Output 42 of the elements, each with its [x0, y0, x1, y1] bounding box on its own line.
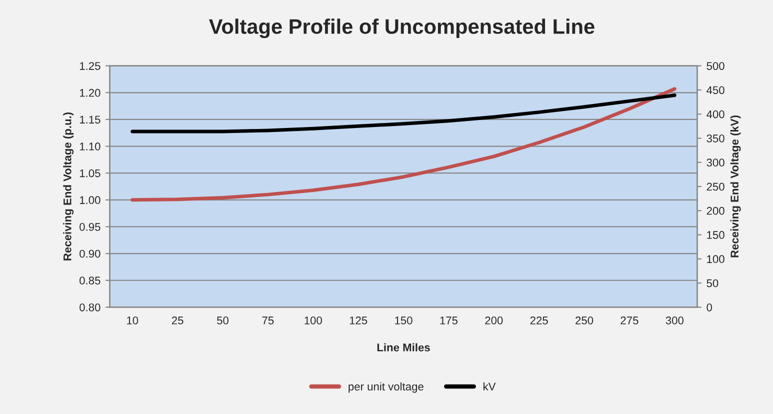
x-tick-label: 50	[217, 316, 228, 324]
y-tick-label: 0.85	[80, 276, 100, 285]
y-tick-label: 1.10	[80, 142, 100, 150]
x-tick-label: 250	[576, 316, 594, 324]
y-tick-label: 1.00	[80, 196, 100, 204]
y-tick-label: 1.15	[80, 116, 100, 124]
x-tick-label: 225	[530, 316, 548, 324]
y-tick-label: 0.80	[80, 303, 100, 312]
legend-label: per unit voltage	[348, 382, 424, 393]
x-tick-label: 150	[395, 316, 412, 324]
x-axis-title: Line Miles	[377, 343, 430, 352]
x-tick-label: 200	[485, 316, 503, 324]
line-series	[130, 94, 676, 134]
y-axis-title: Receiving End Voltage (p.u.)	[63, 112, 74, 260]
x-tick-label: 275	[620, 316, 638, 324]
x-tick-label: 175	[440, 316, 458, 324]
y-tick-label: 1.25	[80, 62, 100, 70]
y2-tick-label: 250	[706, 182, 724, 191]
y2-tick-label: 300	[706, 158, 724, 167]
y-tick-label: 0.90	[80, 250, 100, 258]
y2-tick-label: 0	[706, 303, 712, 312]
y2-tick-label: 100	[707, 255, 724, 264]
line-series	[130, 87, 676, 202]
x-tick-label: 75	[262, 316, 274, 324]
y-tick-label: 1.05	[80, 169, 100, 178]
y2-tick-label: 350	[706, 134, 724, 142]
y2-tick-label: 400	[706, 110, 724, 118]
y-tick-label: 0.95	[80, 223, 100, 231]
y2-tick-label: 150	[707, 231, 724, 239]
y2-tick-label: 500	[706, 62, 724, 70]
x-tick-label: 100	[304, 316, 322, 324]
legend-label: kV	[484, 382, 496, 390]
x-tick-label: 25	[172, 316, 184, 324]
y2-tick-label: 450	[706, 86, 724, 94]
y2-tick-label: 50	[706, 279, 718, 288]
y2-tick-label: 200	[706, 206, 724, 215]
x-tick-label: 300	[666, 316, 684, 324]
chart-title: Voltage Profile of Uncompensated Line	[208, 18, 594, 38]
x-tick-label: 125	[350, 316, 368, 324]
x-tick-label: 10	[127, 316, 138, 324]
y2-axis-title: Receiving End Voltage (kV)	[730, 116, 741, 258]
y-tick-label: 1.20	[80, 88, 100, 97]
